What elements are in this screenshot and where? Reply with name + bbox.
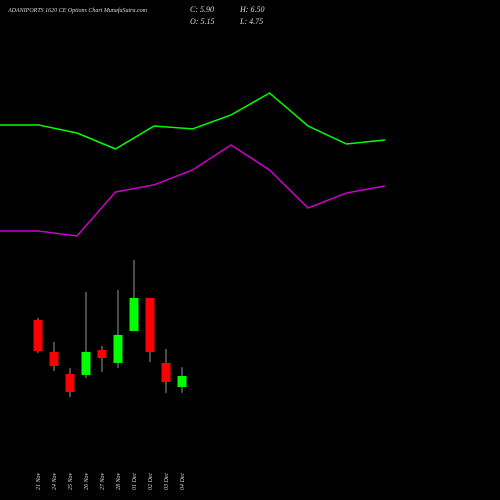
candle-body	[33, 319, 43, 352]
x-tick-label: 26 Nov	[84, 472, 90, 490]
candle-body	[145, 297, 155, 352]
candle-body	[113, 334, 123, 363]
chart-title: ADANIPORTS 1620 CE Options Chart MunafaS…	[7, 7, 148, 14]
x-tick-label: 03 Dec	[164, 473, 170, 490]
candle-body	[65, 373, 75, 392]
x-tick-label: 04 Dec	[179, 473, 186, 490]
open-label: O: 5.15	[190, 17, 214, 26]
candle-body	[49, 351, 59, 367]
high-label: H: 6.50	[239, 5, 264, 14]
candle-body	[97, 350, 107, 358]
low-label: L: 4.75	[239, 17, 263, 26]
moving-line	[0, 144, 386, 237]
close-label: C: 5.90	[190, 5, 214, 14]
candle-body	[81, 351, 91, 375]
candle-body	[161, 362, 171, 382]
x-tick-label: 27 Nov	[100, 472, 106, 490]
x-tick-label: 21 Nov	[36, 472, 42, 490]
x-tick-label: 01 Dec	[132, 473, 138, 490]
x-tick-label: 02 Dec	[148, 473, 154, 490]
x-tick-label: 25 Nov	[68, 472, 74, 490]
candle-body	[177, 375, 187, 387]
candle-body	[129, 297, 139, 331]
moving-line	[0, 92, 386, 150]
x-tick-label: 28 Nov	[116, 472, 122, 490]
x-tick-label: 24 Nov	[51, 472, 58, 490]
